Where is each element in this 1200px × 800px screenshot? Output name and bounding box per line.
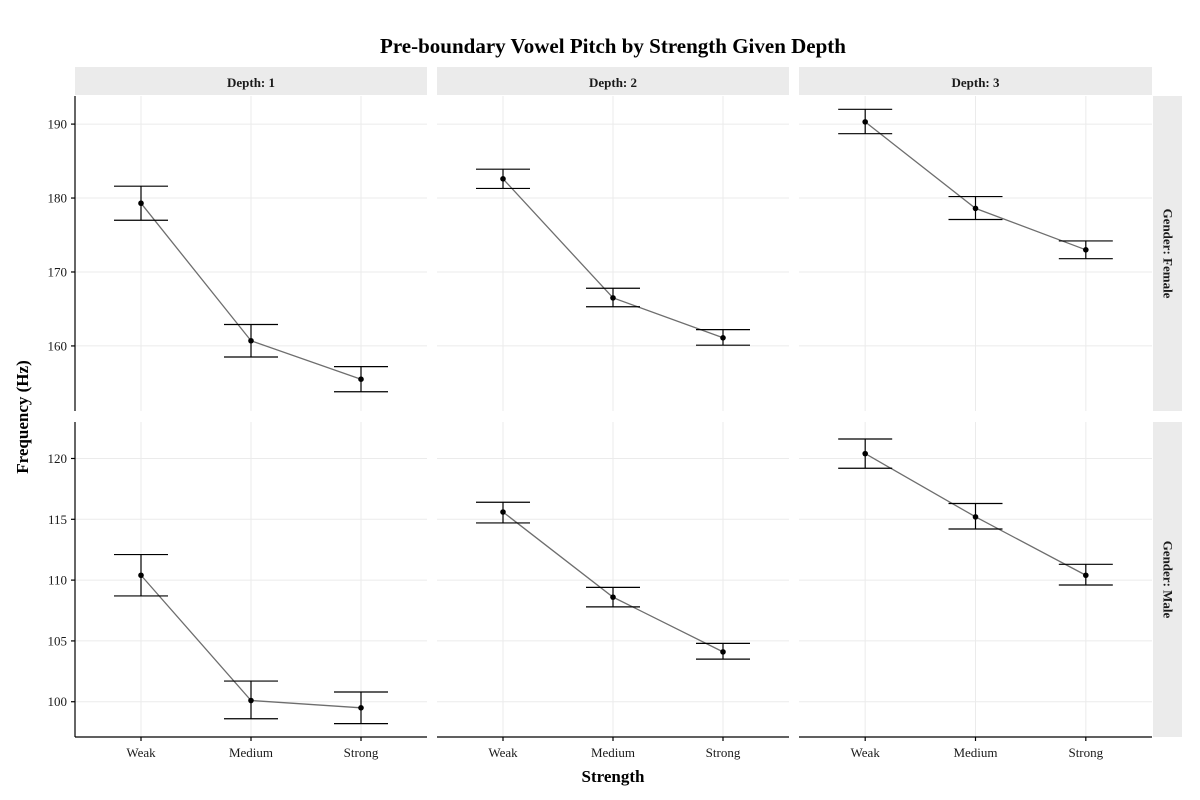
data-point <box>972 514 979 520</box>
x-tick-label: Medium <box>229 745 273 760</box>
row-strip-label: Gender: Male <box>1161 541 1176 619</box>
row-strip-label: Gender: Female <box>1161 209 1176 299</box>
plot-area: Depth: 1 Depth: 2 Depth: 3 Gender: Female Ge… <box>48 67 1182 760</box>
x-tick-label: Strong <box>344 745 379 760</box>
y-tick-label: 100 <box>48 694 68 709</box>
data-point <box>358 376 364 383</box>
data-point <box>500 176 506 182</box>
y-tick-label: 160 <box>48 338 68 353</box>
x-tick-label: Strong <box>706 745 741 760</box>
chart-title: Pre-boundary Vowel Pitch by Strength Giv… <box>380 34 846 58</box>
x-tick-label: Strong <box>1068 745 1103 760</box>
row-strip <box>1153 96 1182 411</box>
x-tick-label: Medium <box>591 745 635 760</box>
column-strip <box>437 67 789 95</box>
column-strip-label: Depth: 1 <box>227 75 275 90</box>
data-point <box>248 697 254 704</box>
column-strip-label: Depth: 3 <box>951 75 1000 90</box>
y-axis-title: Frequency (Hz) <box>13 360 32 473</box>
column-strip-label: Depth: 2 <box>589 75 637 90</box>
data-point <box>720 649 726 655</box>
column-strip <box>799 67 1152 95</box>
x-axis-title: Strength <box>582 767 646 786</box>
data-point <box>500 509 506 515</box>
y-tick-label: 115 <box>48 512 67 527</box>
y-tick-label: 170 <box>48 264 68 279</box>
data-point <box>610 295 616 301</box>
data-point <box>972 205 979 212</box>
data-point <box>248 337 254 344</box>
data-point <box>862 450 868 457</box>
x-tick-label: Medium <box>953 745 997 760</box>
y-tick-label: 120 <box>48 451 68 466</box>
column-strip <box>75 67 427 95</box>
y-tick-label: 110 <box>48 573 67 588</box>
data-point <box>720 334 726 341</box>
x-tick-label: Weak <box>126 745 156 760</box>
data-point <box>610 594 616 600</box>
data-point <box>138 572 144 579</box>
data-point <box>1083 247 1089 253</box>
data-point <box>1083 572 1089 579</box>
y-tick-label: 180 <box>48 191 68 206</box>
y-tick-label: 190 <box>48 117 68 132</box>
data-point <box>862 119 868 125</box>
data-point <box>138 200 144 207</box>
x-tick-label: Weak <box>488 745 518 760</box>
x-tick-label: Weak <box>851 745 881 760</box>
y-tick-label: 105 <box>48 633 68 648</box>
row-strip <box>1153 422 1182 737</box>
data-point <box>358 705 364 711</box>
